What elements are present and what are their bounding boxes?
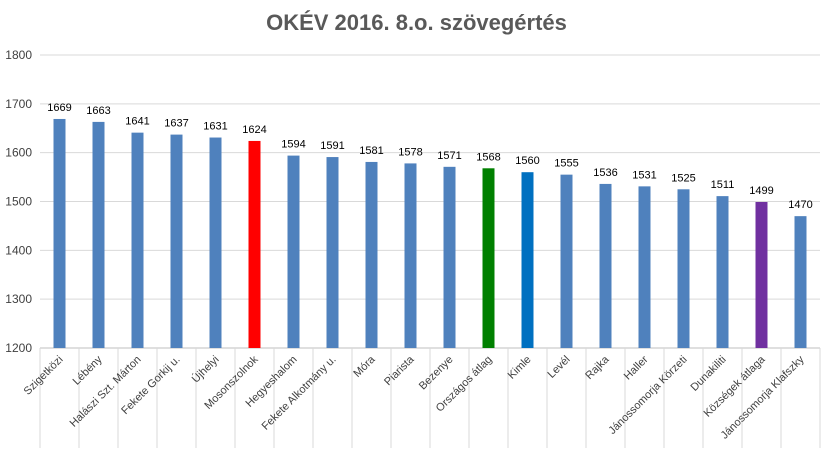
data-label: 1631 bbox=[203, 121, 227, 133]
data-label: 1669 bbox=[47, 102, 71, 114]
chart-title: OKÉV 2016. 8.o. szövegértés bbox=[266, 10, 567, 35]
y-tick-label: 1300 bbox=[5, 292, 32, 306]
x-tick-label: Haller bbox=[622, 353, 651, 382]
data-label: 1624 bbox=[242, 124, 266, 136]
data-label: 1594 bbox=[281, 139, 305, 151]
data-label: 1525 bbox=[671, 172, 695, 184]
data-label: 1470 bbox=[788, 199, 812, 211]
bar bbox=[131, 132, 144, 348]
bar bbox=[755, 201, 768, 348]
bar bbox=[677, 189, 690, 348]
bar bbox=[326, 157, 339, 348]
data-label: 1560 bbox=[515, 155, 539, 167]
y-tick-label: 1200 bbox=[5, 341, 32, 355]
data-label: 1578 bbox=[398, 146, 422, 158]
x-tick-label: Kimle bbox=[506, 354, 534, 382]
bar bbox=[365, 161, 378, 348]
x-tick-label: Fekete Alkotmány u. bbox=[260, 354, 339, 433]
bar bbox=[53, 118, 66, 348]
y-tick-label: 1500 bbox=[5, 195, 32, 209]
data-label: 1637 bbox=[164, 118, 188, 130]
x-tick-label: Jánossomorja Körzeti bbox=[606, 354, 689, 437]
y-tick-label: 1700 bbox=[5, 97, 32, 111]
bar bbox=[794, 216, 807, 348]
bar bbox=[560, 174, 573, 348]
data-label: 1536 bbox=[593, 167, 617, 179]
y-tick-label: 1600 bbox=[5, 146, 32, 160]
data-label: 1571 bbox=[437, 150, 461, 162]
x-tick-label: Lébény bbox=[71, 353, 105, 387]
data-label: 1531 bbox=[632, 169, 656, 181]
bar bbox=[599, 183, 612, 348]
x-tick-label: Levél bbox=[546, 354, 573, 381]
data-label: 1568 bbox=[476, 151, 500, 163]
bar bbox=[443, 166, 456, 348]
bar bbox=[92, 121, 105, 348]
y-tick-label: 1400 bbox=[5, 243, 32, 257]
data-label: 1663 bbox=[86, 105, 110, 117]
bar bbox=[248, 140, 261, 348]
bar bbox=[170, 134, 183, 348]
x-tick-label: Újhelyi bbox=[189, 353, 222, 386]
bar bbox=[638, 186, 651, 348]
bar bbox=[404, 163, 417, 348]
bar bbox=[482, 168, 495, 348]
x-tick-label: Szigetközi bbox=[22, 354, 66, 398]
bar bbox=[209, 137, 222, 348]
x-tick-label: Móra bbox=[351, 353, 378, 380]
bar bbox=[716, 196, 729, 348]
bar bbox=[521, 172, 534, 348]
data-label: 1641 bbox=[125, 116, 149, 128]
x-tick-label: Rajka bbox=[583, 353, 612, 382]
data-label: 1511 bbox=[711, 179, 735, 191]
y-tick-label: 1800 bbox=[5, 48, 32, 62]
data-label: 1555 bbox=[554, 158, 578, 170]
x-tick-label: Dunakiliti bbox=[689, 354, 729, 394]
x-tick-label: Bezenye bbox=[417, 354, 456, 393]
data-label: 1591 bbox=[320, 140, 344, 152]
bar bbox=[287, 155, 300, 348]
data-label: 1581 bbox=[359, 145, 383, 157]
data-label: 1499 bbox=[749, 185, 773, 197]
x-tick-label: Piarista bbox=[382, 353, 417, 388]
